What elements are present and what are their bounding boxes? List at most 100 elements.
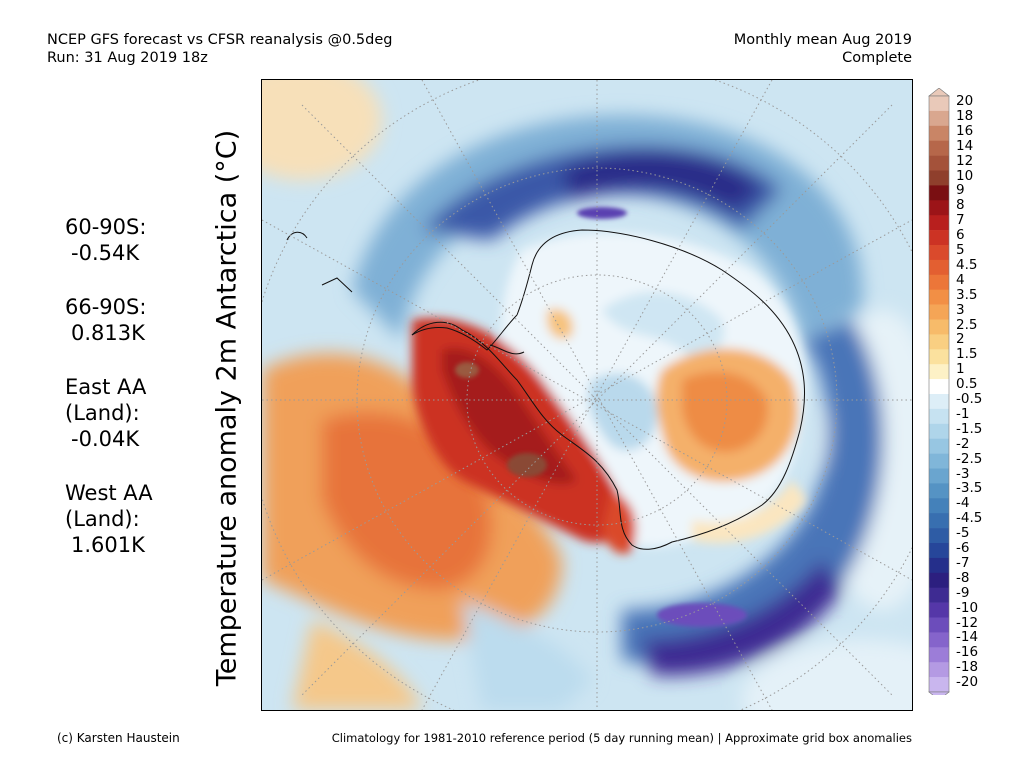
colorbar-swatch <box>929 215 949 231</box>
colorbar-tick-label: 18 <box>956 107 974 124</box>
colorbar-tick-label: 4 <box>956 271 965 288</box>
colorbar-tick-label: 9 <box>956 182 965 199</box>
stat-60-90s: 60-90S: -0.54K <box>65 214 165 266</box>
colorbar-swatch <box>929 304 949 320</box>
stat-east-aa: East AA (Land): -0.04K <box>65 374 165 452</box>
colorbar-tick-label: 2.5 <box>956 316 978 333</box>
colorbar-tick-label: -0.5 <box>956 391 983 407</box>
colorbar-tick-label: -3.5 <box>956 480 983 497</box>
colorbar-swatches <box>928 88 950 695</box>
header-line1: NCEP GFS forecast vs CFSR reanalysis @0.… <box>47 32 393 48</box>
colorbar-tick-label: -20 <box>956 674 979 691</box>
stat-66-90s: 66-90S: 0.813K <box>65 294 165 346</box>
colorbar-swatch <box>929 513 949 529</box>
colorbar-swatch <box>929 453 949 469</box>
stat-region: East AA (Land): <box>65 375 147 425</box>
colorbar-swatch <box>929 200 949 216</box>
colorbar-swatch <box>929 498 949 514</box>
colorbar-swatch <box>929 438 949 454</box>
colorbar-swatch <box>929 408 949 425</box>
antarctic-continent <box>412 232 807 554</box>
colorbar-swatch <box>929 528 949 544</box>
colorbar-arrow-top <box>928 88 950 97</box>
colorbar-swatch <box>929 170 949 186</box>
colorbar-swatch <box>929 662 949 678</box>
colorbar-tick-label: -10 <box>956 599 979 616</box>
colorbar-swatch <box>929 602 949 618</box>
colorbar-swatch <box>929 125 949 141</box>
hotspots <box>455 207 747 627</box>
graticule <box>262 80 912 710</box>
colorbar-swatch <box>929 543 949 559</box>
coastline <box>286 229 806 550</box>
colorbar-tick-label: -4.5 <box>956 510 983 527</box>
colorbar-arrow-bottom <box>928 691 950 695</box>
colorbar-swatch <box>929 557 949 574</box>
colorbar-swatch <box>929 483 949 499</box>
colorbar-tick-label: 12 <box>956 152 974 169</box>
colorbar-tick-label: -1.5 <box>956 420 983 437</box>
stat-value: 1.601K <box>71 533 145 557</box>
colorbar-tick-label: -6 <box>956 540 970 556</box>
colorbar-swatch <box>929 274 949 290</box>
colorbar-swatch <box>929 587 949 603</box>
colorbar-swatch <box>929 632 949 648</box>
colorbar-tick-label: 6 <box>956 227 965 244</box>
colorbar-swatch <box>929 110 949 127</box>
colorbar-tick-label: -9 <box>956 584 970 601</box>
colorbar-tick-label: 4.5 <box>956 256 978 273</box>
colorbar <box>928 88 950 695</box>
colorbar-swatch <box>929 423 949 439</box>
colorbar-swatch <box>929 677 949 693</box>
colorbar-tick-label: 14 <box>956 137 974 154</box>
colorbar-tick-label: -18 <box>956 659 979 676</box>
colorbar-swatch <box>929 96 949 112</box>
map-title: Temperature anomaly 2m Antarctica (°C) <box>211 129 243 687</box>
header-period-info: Monthly mean Aug 2019 Complete <box>734 31 912 67</box>
stat-region: 60-90S: <box>65 215 147 239</box>
colorbar-tick-label: -14 <box>956 629 979 646</box>
anomaly-map <box>261 79 913 711</box>
colorbar-tick-label: 0.5 <box>956 376 978 393</box>
colorbar-tick-label: -3 <box>956 465 970 482</box>
colorbar-tick-label: -8 <box>956 569 970 586</box>
colorbar-swatch <box>929 647 949 663</box>
colorbar-tick-label: 2 <box>956 331 965 348</box>
colorbar-swatch <box>929 245 949 261</box>
footer-note: Climatology for 1981-2010 reference peri… <box>331 731 912 745</box>
colorbar-swatch <box>929 617 949 633</box>
colorbar-tick-label: -1 <box>956 405 970 422</box>
stat-region: 66-90S: <box>65 295 147 319</box>
header-run: Run: 31 Aug 2019 18z <box>47 50 208 66</box>
stat-value: -0.04K <box>71 427 140 451</box>
colorbar-tick-label: -16 <box>956 644 979 661</box>
colorbar-tick-label: 1.5 <box>956 346 978 363</box>
colorbar-tick-label: -12 <box>956 614 979 631</box>
colorbar-tick-label: 5 <box>956 242 965 258</box>
colorbar-swatch <box>929 364 949 380</box>
stat-region: West AA (Land): <box>65 481 153 531</box>
colorbar-tick-label: -7 <box>956 554 970 571</box>
colorbar-swatch <box>929 140 949 156</box>
colorbar-tick-label: 3.5 <box>956 286 978 303</box>
colorbar-tick-label: 20 <box>956 93 974 109</box>
colorbar-swatch <box>929 230 949 246</box>
stat-value: 0.813K <box>71 321 145 345</box>
colorbar-tick-label: -4 <box>956 495 970 512</box>
stat-west-aa: West AA (Land): 1.601K <box>65 480 165 558</box>
colorbar-swatch <box>929 394 949 410</box>
colorbar-swatch <box>929 349 949 365</box>
colorbar-tick-label: 16 <box>956 122 974 139</box>
colorbar-tick-label: 3 <box>956 301 965 318</box>
colorbar-tick-label: 8 <box>956 197 965 214</box>
anomaly-field <box>262 80 912 710</box>
colorbar-tick-label: -2.5 <box>956 450 983 467</box>
regional-stats: 60-90S: -0.54K 66-90S: 0.813K East AA (L… <box>65 214 165 586</box>
header-status: Complete <box>842 50 912 66</box>
colorbar-swatch <box>929 319 949 335</box>
credit: (c) Karsten Haustein <box>57 731 180 745</box>
colorbar-swatch <box>929 334 949 350</box>
colorbar-swatch <box>929 468 949 484</box>
colorbar-swatch <box>929 289 949 305</box>
header-run-info: NCEP GFS forecast vs CFSR reanalysis @0.… <box>47 31 392 67</box>
